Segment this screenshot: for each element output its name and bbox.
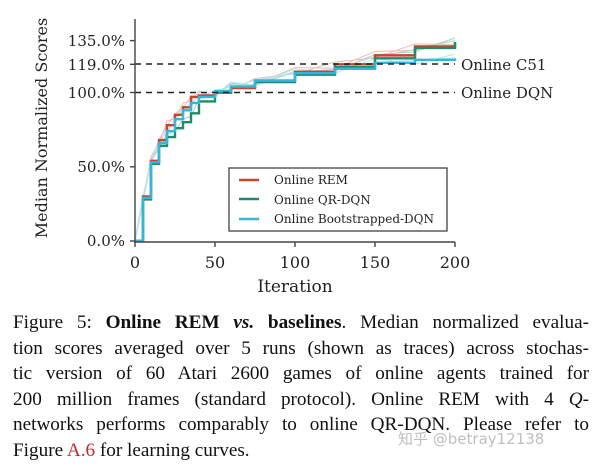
x-ticks bbox=[134, 242, 456, 247]
x-tick-labels: 0 50 100 150 200 bbox=[130, 253, 470, 272]
y-ticks bbox=[130, 39, 135, 242]
c51-reference-label: Online C51 bbox=[461, 56, 546, 74]
svg-text:50: 50 bbox=[205, 253, 225, 272]
svg-text:0.0%: 0.0% bbox=[87, 232, 125, 250]
svg-text:0: 0 bbox=[130, 253, 140, 272]
svg-text:119.0%: 119.0% bbox=[68, 56, 125, 74]
watermark: 知乎 @betray12138 bbox=[398, 430, 545, 448]
series-lines bbox=[135, 42, 457, 243]
svg-text:200: 200 bbox=[440, 253, 471, 272]
figure-chart: Online C51 Online DQN 0.0% 50.0% 100.0% … bbox=[32, 18, 553, 297]
figure-reference-link[interactable]: A.6 bbox=[66, 439, 96, 461]
figure-caption: Figure 5: Online REM vs. baselines. Medi… bbox=[13, 312, 589, 461]
y-tick-labels: 0.0% 50.0% 100.0% 119.0% 135.0% bbox=[68, 32, 125, 250]
series-line bbox=[135, 58, 457, 243]
y-axis-label: Median Normalized Scores bbox=[32, 18, 51, 238]
svg-text:50.0%: 50.0% bbox=[77, 158, 125, 176]
legend-label-qrdqn: Online QR-DQN bbox=[274, 193, 371, 207]
svg-text:135.0%: 135.0% bbox=[68, 32, 125, 50]
x-axis-label: Iteration bbox=[257, 277, 332, 297]
svg-text:150: 150 bbox=[360, 253, 391, 272]
legend: Online REM Online QR-DQN Online Bootstra… bbox=[228, 167, 448, 232]
svg-text:100.0%: 100.0% bbox=[68, 84, 125, 102]
legend-label-bootstrapped: Online Bootstrapped-DQN bbox=[274, 212, 434, 226]
dqn-reference-label: Online DQN bbox=[461, 84, 553, 102]
svg-text:100: 100 bbox=[280, 253, 311, 272]
legend-label-rem: Online REM bbox=[274, 173, 348, 187]
